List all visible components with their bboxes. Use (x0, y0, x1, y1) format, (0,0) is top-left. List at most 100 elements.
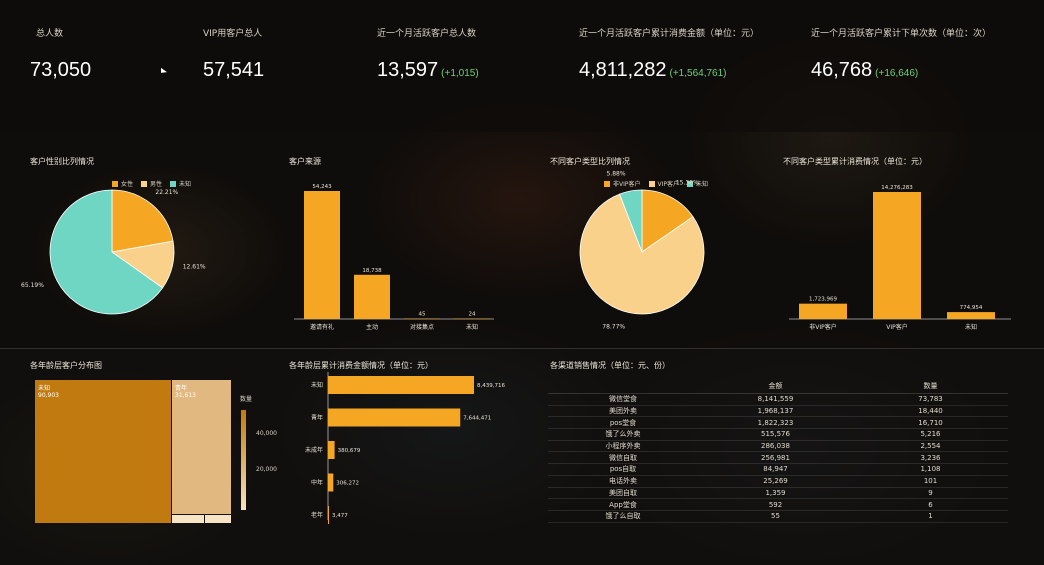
kpi-number: 46,768 (811, 59, 873, 81)
table-row: 美团自取 1,359 9 (548, 488, 1008, 500)
table-row: pos自取 84,947 1,108 (548, 464, 1008, 476)
legend-item[interactable]: 未知 (687, 179, 708, 188)
table-cell: 美团外卖 (609, 407, 637, 416)
kpi-number: 73,050 (30, 59, 92, 81)
table-cell: 25,269 (763, 477, 788, 486)
bar[interactable] (404, 318, 440, 320)
bar[interactable] (799, 303, 847, 319)
kpi-value: 73,050 (30, 59, 91, 82)
table-cell: 1,822,323 (757, 418, 794, 427)
table-cell: 饿了么外卖 (605, 430, 641, 439)
table-cell: 9 (928, 488, 933, 497)
source-bar-chart: 54,243 邀请有礼 18,738 主动 45 对接集点 24 未知 (294, 184, 494, 331)
table-cell: 256,981 (761, 453, 790, 462)
pie-data-label: 15.36% (676, 180, 699, 187)
bar[interactable] (328, 376, 474, 394)
kpi-active-orders: 近一个月活跃客户累计下单次数（单位：次） 46,768 (+16,646) (811, 26, 991, 82)
kpi-number: 4,811,282 (579, 59, 667, 81)
bar[interactable] (304, 191, 340, 319)
gender-chart-title: 客户性别比列情况 (30, 157, 94, 166)
pie-slice[interactable] (641, 189, 694, 253)
bar[interactable] (354, 274, 390, 319)
bar[interactable] (328, 441, 335, 459)
legend-item[interactable]: VIP客户 (648, 179, 680, 188)
table-cell: 84,947 (763, 465, 788, 474)
bar[interactable] (873, 192, 921, 319)
treemap-value: 31,613 (175, 392, 196, 399)
pie-slice[interactable] (49, 189, 164, 315)
treemap-cell-small[interactable] (172, 515, 204, 523)
table-cell: 515,576 (761, 430, 790, 439)
table-cell: 18,440 (918, 407, 943, 416)
legend-item[interactable]: 男性 (141, 179, 162, 188)
table-row: 电话外卖 25,269 101 (548, 476, 1008, 488)
kpi-value: 46,768 (+16,646) (811, 59, 991, 82)
table-cell: 微信堂食 (609, 395, 637, 404)
table-row: 美团外卖 1,968,137 18,440 (548, 406, 1008, 418)
table-cell: 8,141,559 (757, 395, 794, 404)
legend-label: 女性 (121, 181, 134, 188)
bar-data-label: 24 (469, 312, 476, 318)
legend-item[interactable]: 非VIP客户 (604, 179, 641, 188)
table-header-cell: 金额 (768, 381, 783, 390)
legend-label: VIP客户 (657, 181, 680, 188)
age-dist-chart-title: 各年龄层客户分布图 (30, 361, 102, 370)
treemap-legend-title: 数量 (240, 396, 253, 403)
pie-slice[interactable] (579, 193, 705, 315)
gender-legend: 女性 男性 未知 (112, 179, 191, 188)
kpi-delta: (+1,015) (441, 68, 479, 79)
kpi-active-customers: 近一个月活跃客户总人数 13,597 (+1,015) (377, 26, 479, 82)
kpi-active-spend: 近一个月活跃客户累计消费金额（单位：元） 4,811,282 (+1,564,76… (579, 26, 759, 82)
bar[interactable] (947, 312, 995, 319)
table-header-cell: 数量 (923, 381, 938, 390)
kpi-number: 57,541 (203, 59, 265, 81)
kpi-value: 57,541 (203, 59, 264, 82)
legend-swatch (604, 180, 610, 187)
kpi-label: 近一个月活跃客户累计消费金额（单位：元） (579, 29, 760, 39)
table-cell: pos自取 (609, 465, 637, 474)
bar-data-label: 774,954 (960, 305, 983, 311)
bar[interactable] (454, 318, 490, 320)
legend-item[interactable]: 女性 (112, 179, 133, 188)
type-pie-chart: 15.36% 78.77% 5.88% (579, 170, 705, 331)
bar[interactable] (328, 408, 461, 427)
kpi-value: 4,811,282 (+1,564,761) (579, 59, 759, 82)
kpi-label: VIP用客户总人 (203, 29, 263, 39)
treemap-cell-unknown[interactable]: 未知 90,903 (35, 380, 171, 523)
pie-slice[interactable] (111, 189, 174, 253)
bar-data-label: 54,243 (312, 184, 332, 190)
kpi-label: 近一个月活跃客户总人数 (377, 29, 477, 39)
pie-data-label: 65.19% (21, 282, 44, 289)
kpi-number: 13,597 (377, 59, 439, 81)
y-tick-label: 中年 (311, 479, 323, 487)
legend-item[interactable]: 未知 (170, 179, 191, 188)
x-tick-label: VIP客户 (886, 323, 908, 331)
pie-slice[interactable] (619, 189, 643, 253)
kpi-band (0, 0, 1044, 132)
kpi-value: 13,597 (+1,015) (377, 59, 479, 82)
table-cell: 101 (923, 477, 938, 486)
type-legend: 非VIP客户 VIP客户 未知 (604, 179, 708, 188)
bar-data-label: 45 (419, 312, 426, 318)
treemap-cell-youth[interactable]: 青年 31,613 (172, 380, 231, 514)
kpi-label: 总人数 (36, 29, 64, 39)
age-spend-bar-chart: 未知 8,439,716 青年 7,644,471 未成年 380,679 中年 306,27… (305, 372, 505, 524)
legend-label: 男性 (150, 181, 163, 188)
table-row: 微信堂食 8,141,559 73,783 (548, 394, 1008, 406)
bar-data-label: 3,477 (332, 513, 348, 519)
kpi-delta: (+16,646) (875, 68, 919, 79)
x-tick-label: 未知 (965, 323, 977, 331)
bar[interactable] (328, 506, 329, 524)
treemap-cell-small[interactable] (205, 515, 231, 523)
table-row: 饿了么外卖 515,576 5,216 (548, 429, 1008, 441)
legend-label: 未知 (696, 181, 709, 188)
age-spend-chart-title: 各年龄层累计消费金额情况（单位：元） (289, 361, 433, 370)
table-row: App堂食 592 6 (548, 499, 1008, 511)
table-row: 微信自取 256,981 3,236 (548, 452, 1008, 465)
table-cell: 1,968,137 (757, 407, 794, 416)
kpi-delta: (+1,564,761) (669, 68, 727, 79)
bar-data-label: 14,276,283 (881, 185, 913, 191)
table-cell: 美团自取 (609, 488, 637, 497)
table-cell: 55 (771, 512, 780, 521)
bar[interactable] (328, 473, 334, 492)
